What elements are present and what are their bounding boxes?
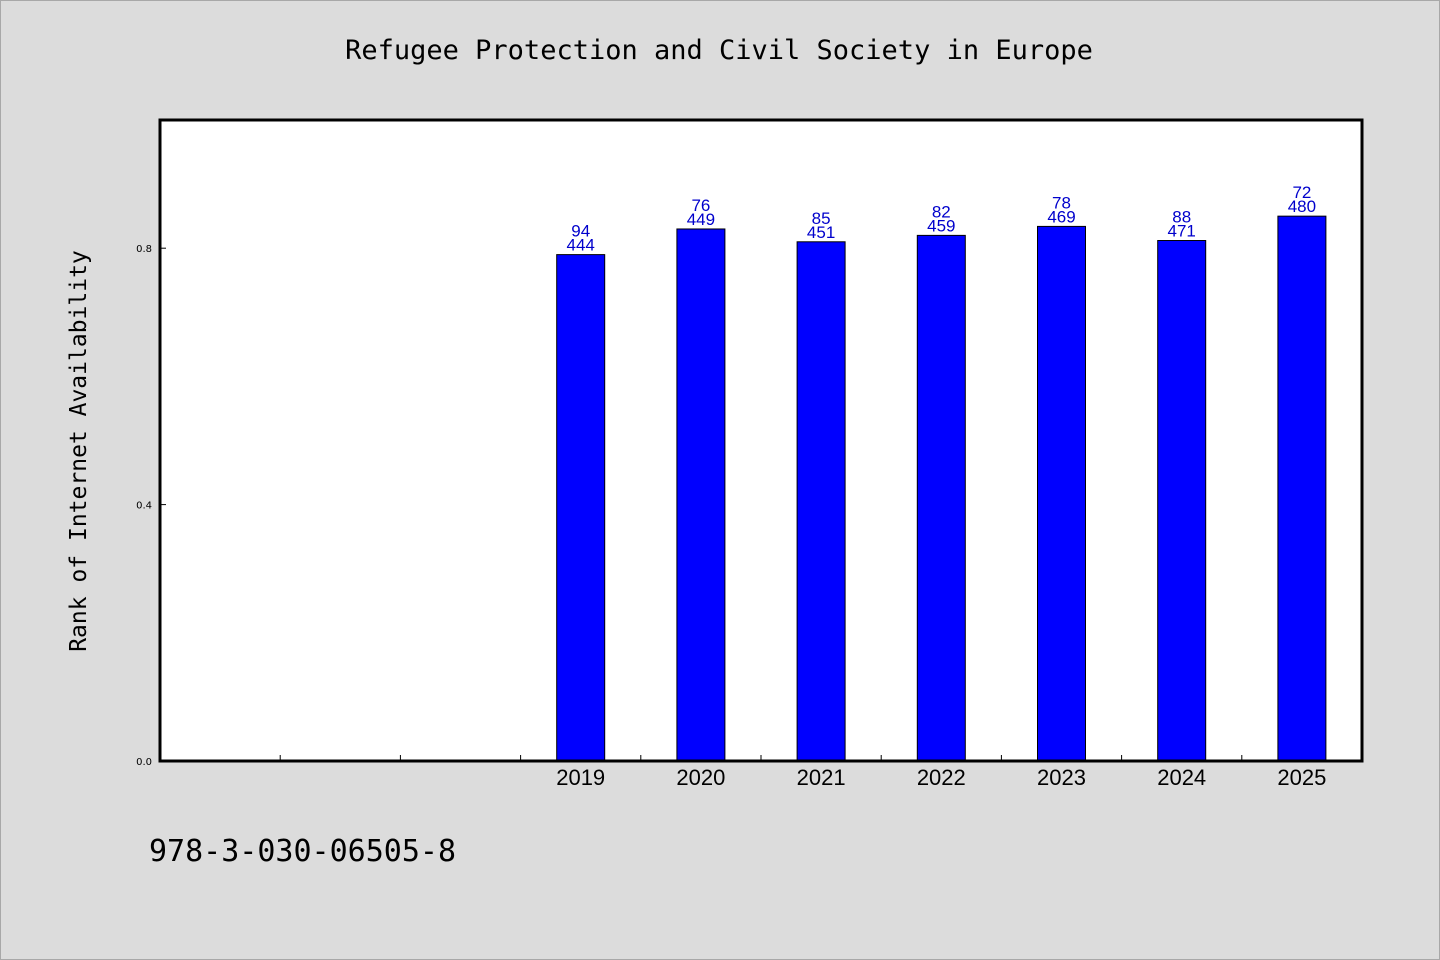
x-tick-label-2025: 2025	[1277, 765, 1326, 790]
y-tick-label-0.4: 0.4	[136, 501, 152, 512]
data-label-bottom-2022: 459	[927, 216, 955, 235]
data-label-top-2024: 88	[1172, 208, 1191, 227]
data-label-top-2023: 78	[1052, 193, 1071, 212]
bar-2019	[556, 254, 606, 762]
chart-title: Refugee Protection and Civil Society in …	[345, 35, 1093, 66]
x-tick-label-2019: 2019	[556, 765, 605, 790]
data-label-top-2020: 76	[691, 196, 710, 215]
bar-2025	[1277, 215, 1327, 762]
data-label-top-2022: 82	[932, 202, 951, 221]
data-label-bottom-2020: 449	[687, 210, 715, 229]
y-tick-label-0.0: 0.0	[136, 757, 152, 768]
bar-2023	[1037, 225, 1086, 762]
bar-2020	[676, 228, 726, 762]
data-label-bottom-2019: 444	[567, 236, 595, 255]
data-label-bottom-2021: 451	[807, 223, 835, 242]
x-tick-label-2022: 2022	[917, 765, 966, 790]
data-label-bottom-2025: 480	[1288, 197, 1316, 216]
bar-2022	[916, 234, 966, 762]
x-tick-label-2020: 2020	[676, 765, 725, 790]
data-label-bottom-2023: 469	[1047, 207, 1075, 226]
bar-2021	[796, 241, 846, 762]
x-tick-label-2021: 2021	[797, 765, 846, 790]
data-label-top-2025: 72	[1292, 183, 1311, 202]
data-label-top-2019: 94	[571, 222, 590, 241]
x-tick-label-2024: 2024	[1157, 765, 1206, 790]
isbn-footer: 978-3-030-06505-8	[149, 834, 457, 869]
plot-frame	[158, 118, 1364, 763]
x-tick-label-2023: 2023	[1037, 765, 1086, 790]
bar-2024	[1157, 240, 1207, 762]
data-label-bottom-2024: 471	[1168, 222, 1196, 241]
data-label-top-2021: 85	[812, 209, 831, 228]
y-tick-label-0.8: 0.8	[136, 244, 152, 255]
